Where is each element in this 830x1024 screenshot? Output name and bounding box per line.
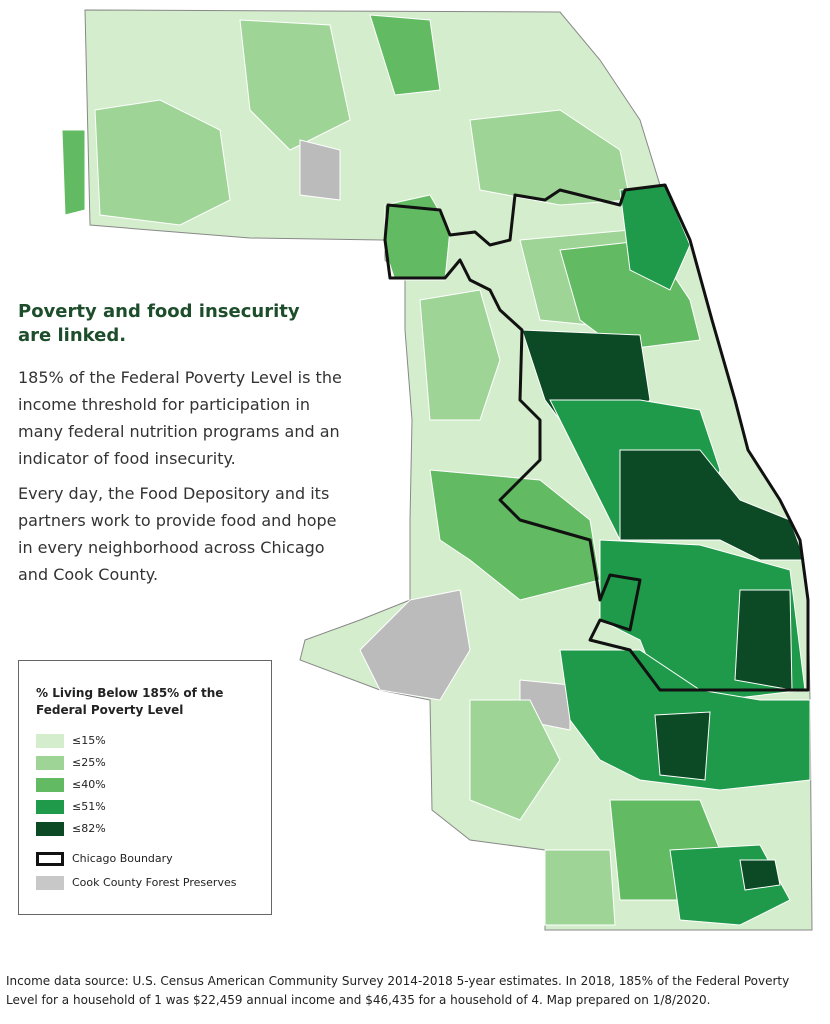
- chicago-boundary: [383, 183, 810, 692]
- cook-county-map: [61, 9, 813, 931]
- legend-label: ≤15%: [72, 734, 106, 747]
- tracts: [61, 9, 813, 931]
- forest-swatch: [36, 875, 64, 890]
- legend: % Living Below 185% of the Federal Pover…: [18, 660, 272, 915]
- legend-swatch: [36, 755, 64, 770]
- legend-swatch: [36, 799, 64, 814]
- tract-group: [94, 99, 231, 226]
- tract-group: [469, 699, 561, 821]
- legend-label: ≤25%: [72, 756, 106, 769]
- legend-label: ≤40%: [72, 778, 106, 791]
- legend-label: ≤82%: [72, 822, 106, 835]
- legend-label: ≤51%: [72, 800, 106, 813]
- tract-group: [239, 19, 351, 151]
- legend-title: % Living Below 185% of the Federal Pover…: [36, 686, 224, 717]
- tract-group: [61, 129, 86, 216]
- paragraph: 185% of the Federal Poverty Level is the…: [18, 368, 342, 468]
- tract-group: [619, 449, 806, 561]
- legend-swatch: [36, 733, 64, 748]
- legend-item: ≤40%: [36, 777, 106, 792]
- tract-group: [654, 711, 711, 781]
- footnote: Income data source: U.S. Census American…: [6, 974, 790, 1007]
- heading: Poverty and food insecurity are linked.: [18, 301, 300, 346]
- tract-group: [369, 14, 441, 96]
- legend-label: Cook County Forest Preserves: [72, 876, 237, 889]
- boundary-swatch: [36, 851, 64, 866]
- legend-label: Chicago Boundary: [72, 852, 173, 865]
- tract-group: [544, 849, 616, 926]
- legend-item: ≤15%: [36, 733, 106, 748]
- legend-item: Cook County Forest Preserves: [36, 875, 236, 890]
- tract-group: [299, 139, 341, 201]
- tract-group: [419, 289, 501, 421]
- legend-item: ≤25%: [36, 755, 106, 770]
- tract-group: [734, 589, 793, 691]
- tract-group: [429, 469, 601, 601]
- tract-group: [359, 589, 471, 701]
- paragraph: Every day, the Food Depository and its p…: [18, 484, 337, 584]
- legend-swatch: [36, 777, 64, 792]
- legend-item: ≤51%: [36, 799, 106, 814]
- tract-group: [739, 859, 781, 891]
- legend-item: ≤82%: [36, 821, 106, 836]
- legend-swatch: [36, 821, 64, 836]
- legend-item: Chicago Boundary: [36, 851, 173, 866]
